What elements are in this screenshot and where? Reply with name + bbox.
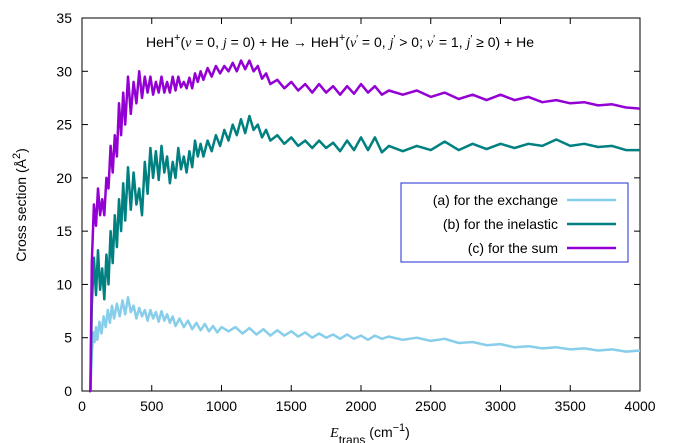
y-tick-label: 35 <box>56 10 72 26</box>
x-tick-label: 1000 <box>206 398 237 414</box>
x-tick-label: 3000 <box>485 398 516 414</box>
x-tick-label: 2000 <box>345 398 376 414</box>
legend-entries: (a) for the exchange (b) for the inelasti… <box>433 192 616 256</box>
legend-label-1: (a) for the exchange <box>433 192 559 208</box>
y-tick-label: 30 <box>56 63 72 79</box>
y-axis-title: Cross section (Å2) <box>11 148 29 262</box>
x-axis-title: Etrans (cm−1) <box>329 422 410 443</box>
y-tick-label: 10 <box>56 276 72 292</box>
x-tick-label: 500 <box>140 398 164 414</box>
x-tick-label: 0 <box>78 398 86 414</box>
y-tick-label: 5 <box>64 330 72 346</box>
series-line-1 <box>89 295 641 393</box>
y-tick-label: 25 <box>56 117 72 133</box>
legend: (a) for the exchange (b) for the inelasti… <box>400 182 629 263</box>
chart-title: HeH+(v = 0, j = 0) + He → HeH+(v′ = 0, j… <box>146 32 534 51</box>
x-tick-label: 1500 <box>276 398 307 414</box>
series-line-2 <box>89 114 640 393</box>
y-tick-label: 20 <box>56 170 72 186</box>
y-tick-label: 15 <box>56 223 72 239</box>
x-tick-label: 4000 <box>624 398 655 414</box>
series-lines <box>89 59 641 393</box>
series-line-3 <box>89 59 641 393</box>
x-tick-label: 3500 <box>555 398 586 414</box>
legend-label-3: (c) for the sum <box>468 240 558 256</box>
legend-label-2: (b) for the inelastic <box>443 216 558 232</box>
x-tick-label: 2500 <box>415 398 446 414</box>
axis-ticks: 0 500 1000 1500 2000 2500 3000 3500 4000 0 5 10 15 20… <box>56 10 655 414</box>
y-tick-label: 0 <box>64 383 72 399</box>
